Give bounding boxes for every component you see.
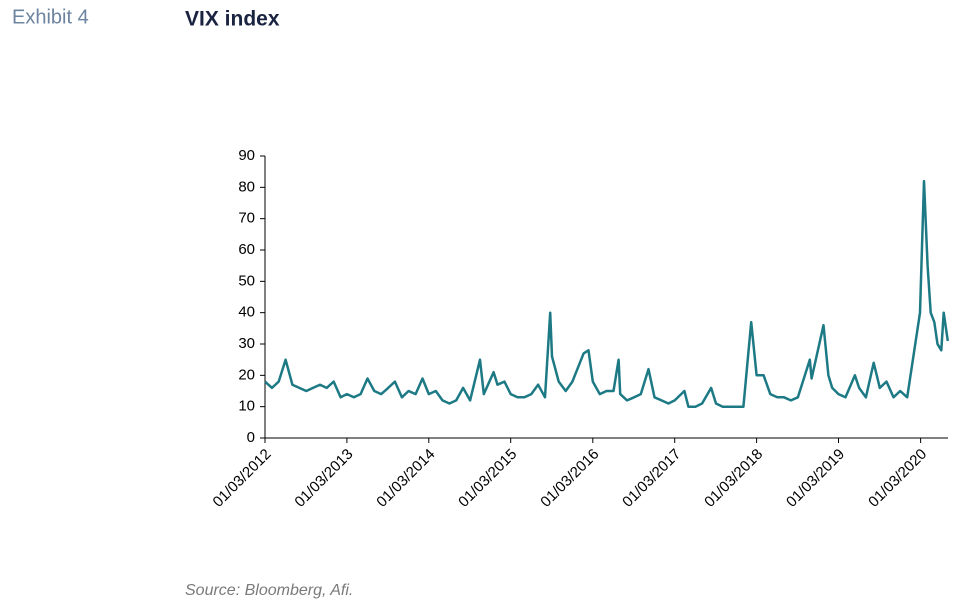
x-tick-label: 01/03/2017	[619, 446, 684, 511]
y-tick-label: 0	[247, 429, 255, 446]
y-tick-label: 20	[238, 366, 255, 383]
x-tick-label: 01/03/2018	[701, 446, 766, 511]
x-tick-label: 01/03/2013	[291, 446, 356, 511]
vix-line	[264, 179, 950, 408]
x-tick-label: 01/03/2019	[783, 446, 848, 511]
x-tick-label: 01/03/2016	[537, 446, 602, 511]
y-tick-label: 80	[238, 178, 255, 195]
x-tick-label: 01/03/2015	[455, 446, 520, 511]
x-tick-label: 01/03/2014	[373, 446, 438, 511]
y-tick-label: 60	[238, 241, 255, 258]
y-tick-label: 50	[238, 272, 255, 289]
y-tick-label: 40	[238, 304, 255, 321]
y-tick-label: 90	[238, 147, 255, 164]
x-tick-label: 01/03/2012	[210, 446, 275, 511]
source-note: Source: Bloomberg, Afi.	[185, 582, 353, 599]
y-tick-label: 10	[238, 398, 255, 415]
y-tick-label: 30	[238, 335, 255, 352]
exhibit-label: Exhibit 4	[12, 6, 89, 28]
chart-title: VIX index	[185, 8, 280, 31]
y-tick-label: 70	[238, 210, 255, 227]
x-tick-label: 01/03/2020	[865, 446, 930, 511]
